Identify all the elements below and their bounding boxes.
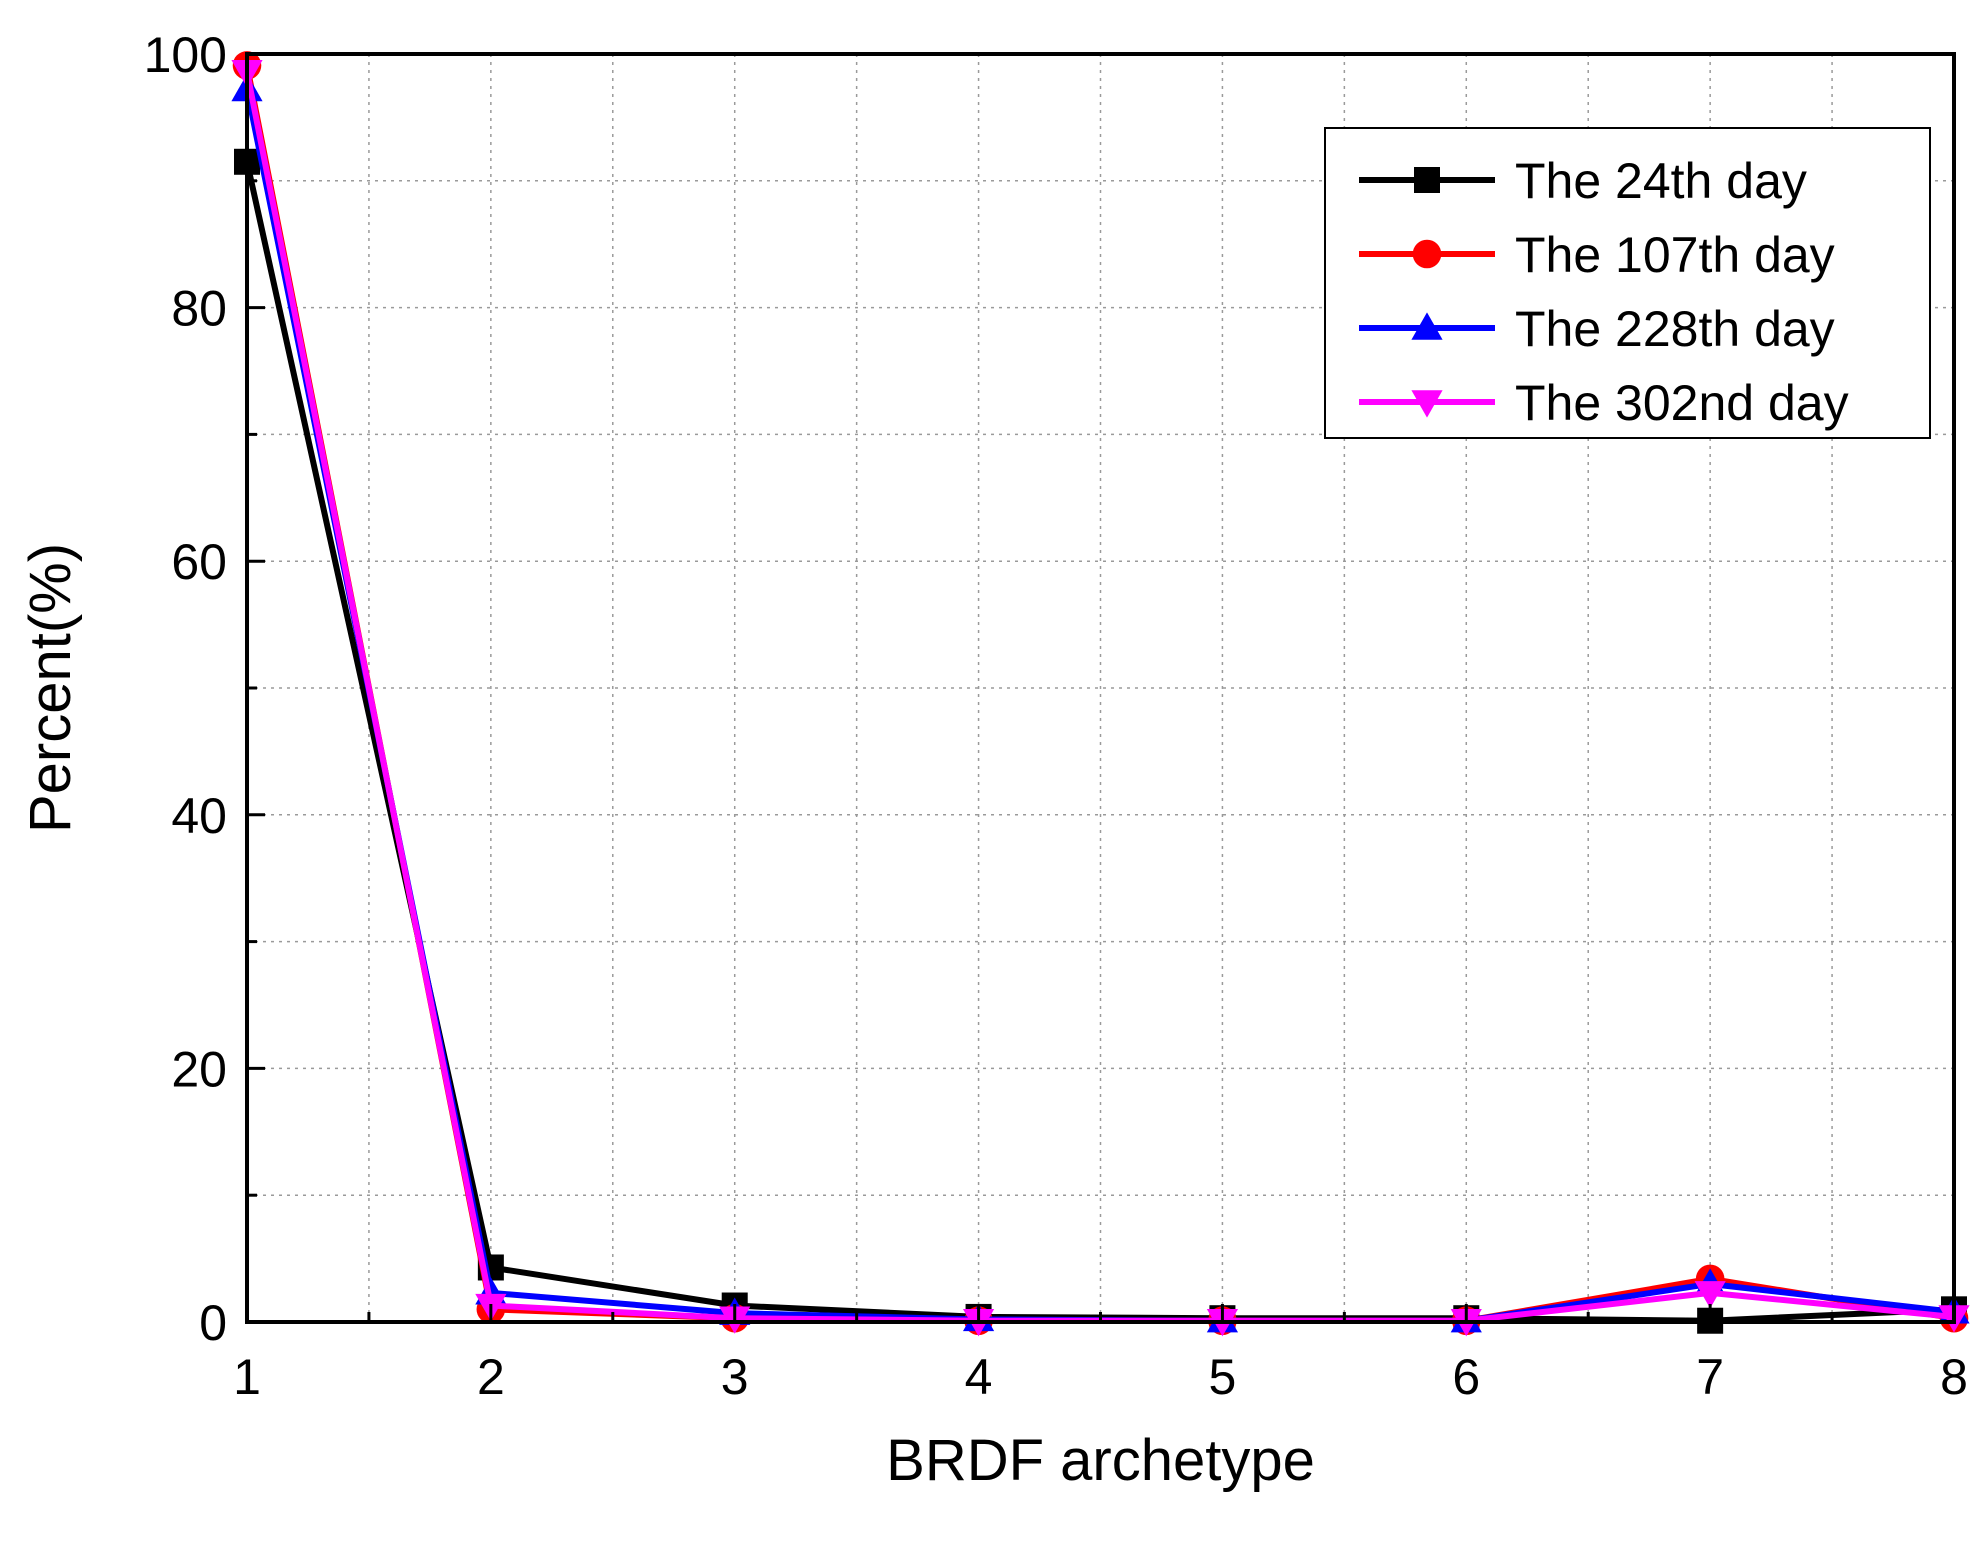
x-tick-label: 7 [1696, 1349, 1724, 1405]
legend-label-the-228th-day: The 228th day [1515, 301, 1835, 357]
legend-label-the-24th-day: The 24th day [1515, 153, 1807, 209]
x-tick-label: 2 [477, 1349, 505, 1405]
y-axis-title: Percent(%) [18, 543, 83, 833]
y-tick-label: 40 [171, 788, 227, 844]
grid-lines [247, 54, 1954, 1322]
x-axis-title: BRDF archetype [886, 1428, 1315, 1493]
x-tick-label: 5 [1209, 1349, 1237, 1405]
x-tick-label: 4 [965, 1349, 993, 1405]
legend-marker-the-302nd-day [1411, 390, 1443, 418]
legend: The 24th day The 107th day The 228th day Th… [1324, 127, 1931, 439]
legend-marker-the-228th-day [1411, 312, 1443, 340]
legend-marker-the-24th-day [1414, 167, 1440, 193]
legend-label-the-302nd-day: The 302nd day [1515, 375, 1849, 431]
x-tick-label: 3 [721, 1349, 749, 1405]
legend-label-the-107th-day: The 107th day [1515, 227, 1835, 283]
y-tick-label: 20 [171, 1041, 227, 1097]
x-tick-label: 8 [1940, 1349, 1968, 1405]
x-tick-label: 6 [1452, 1349, 1480, 1405]
legend-marker-the-107th-day [1412, 239, 1442, 269]
y-tick-label: 60 [171, 534, 227, 590]
y-tick-label: 100 [144, 27, 227, 83]
data-point-the-302nd-day [1694, 1281, 1726, 1309]
y-tick-label: 80 [171, 281, 227, 337]
x-tick-label: 1 [233, 1349, 261, 1405]
y-tick-label: 0 [199, 1295, 227, 1351]
